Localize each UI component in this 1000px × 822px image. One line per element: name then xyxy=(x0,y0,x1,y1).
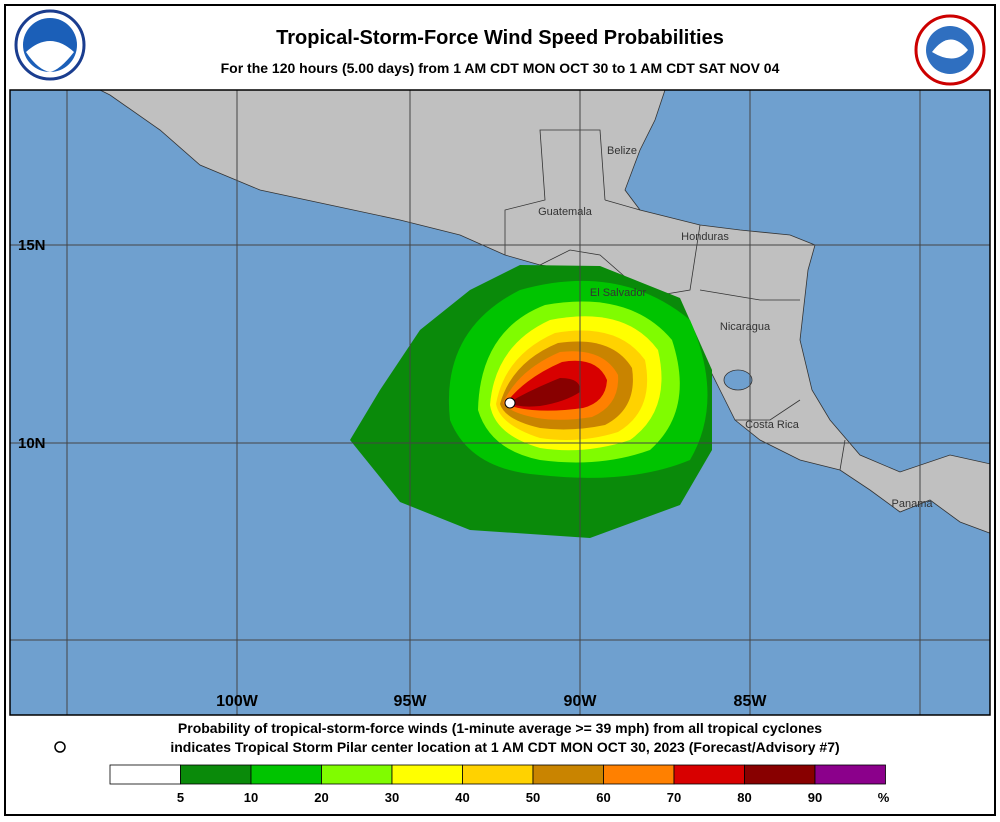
probability-contours xyxy=(350,265,712,538)
lon-label: 85W xyxy=(734,693,768,710)
legend-swatch xyxy=(180,764,252,785)
center-symbol xyxy=(54,741,66,753)
lon-label: 95W xyxy=(394,693,428,710)
nws-logo xyxy=(914,14,986,86)
legend-label: 50 xyxy=(526,790,540,805)
noaa-logo xyxy=(14,9,86,81)
lon-label: 90W xyxy=(564,693,598,710)
lon-label: 100W xyxy=(216,693,259,710)
legend-swatch xyxy=(391,764,463,785)
legend-swatch xyxy=(250,764,322,785)
legend-label: 90 xyxy=(808,790,822,805)
legend-swatch xyxy=(673,764,745,785)
legend: 5 10 20 30 40 50 60 70 80 90% xyxy=(109,764,890,805)
map-border xyxy=(9,89,991,716)
country-label: Costa Rica xyxy=(745,419,800,431)
legend-swatch xyxy=(814,764,886,785)
lake-nicaragua xyxy=(723,369,753,391)
legend-swatch xyxy=(462,764,534,785)
storm-center xyxy=(504,397,516,409)
legend-unit: % xyxy=(878,790,890,805)
country-label: Panama xyxy=(892,498,934,510)
legend-swatch xyxy=(603,764,675,785)
legend-swatch xyxy=(532,764,604,785)
lat-label: 15N xyxy=(18,237,46,254)
graticule xyxy=(10,90,990,715)
borders xyxy=(504,129,846,471)
contour xyxy=(508,378,581,407)
legend-swatch xyxy=(321,764,393,785)
country-label: Honduras xyxy=(681,231,729,243)
legend-label: 40 xyxy=(455,790,469,805)
footer-line1: Probability of tropical-storm-force wind… xyxy=(178,720,822,736)
legend-label: 10 xyxy=(244,790,258,805)
legend-label: 30 xyxy=(385,790,399,805)
legend-swatch xyxy=(744,764,816,785)
map: Belize Guatemala Honduras El Salvador Nicara… xyxy=(10,90,990,715)
footer-line2: indicates Tropical Storm Pilar center lo… xyxy=(170,739,839,755)
subtitle: For the 120 hours (5.00 days) from 1 AM … xyxy=(221,60,780,76)
country-label: Belize xyxy=(607,145,637,157)
title: Tropical-Storm-Force Wind Speed Probabil… xyxy=(276,27,724,49)
legend-swatch xyxy=(109,764,181,785)
legend-label: 80 xyxy=(737,790,751,805)
legend-label: 70 xyxy=(667,790,681,805)
country-label: Nicaragua xyxy=(720,321,771,333)
legend-label: 5 xyxy=(177,790,184,805)
lat-label: 10N xyxy=(18,435,46,452)
country-label: El Salvador xyxy=(590,287,647,299)
legend-label: 60 xyxy=(596,790,610,805)
country-label: Guatemala xyxy=(538,206,593,218)
legend-label: 20 xyxy=(314,790,328,805)
